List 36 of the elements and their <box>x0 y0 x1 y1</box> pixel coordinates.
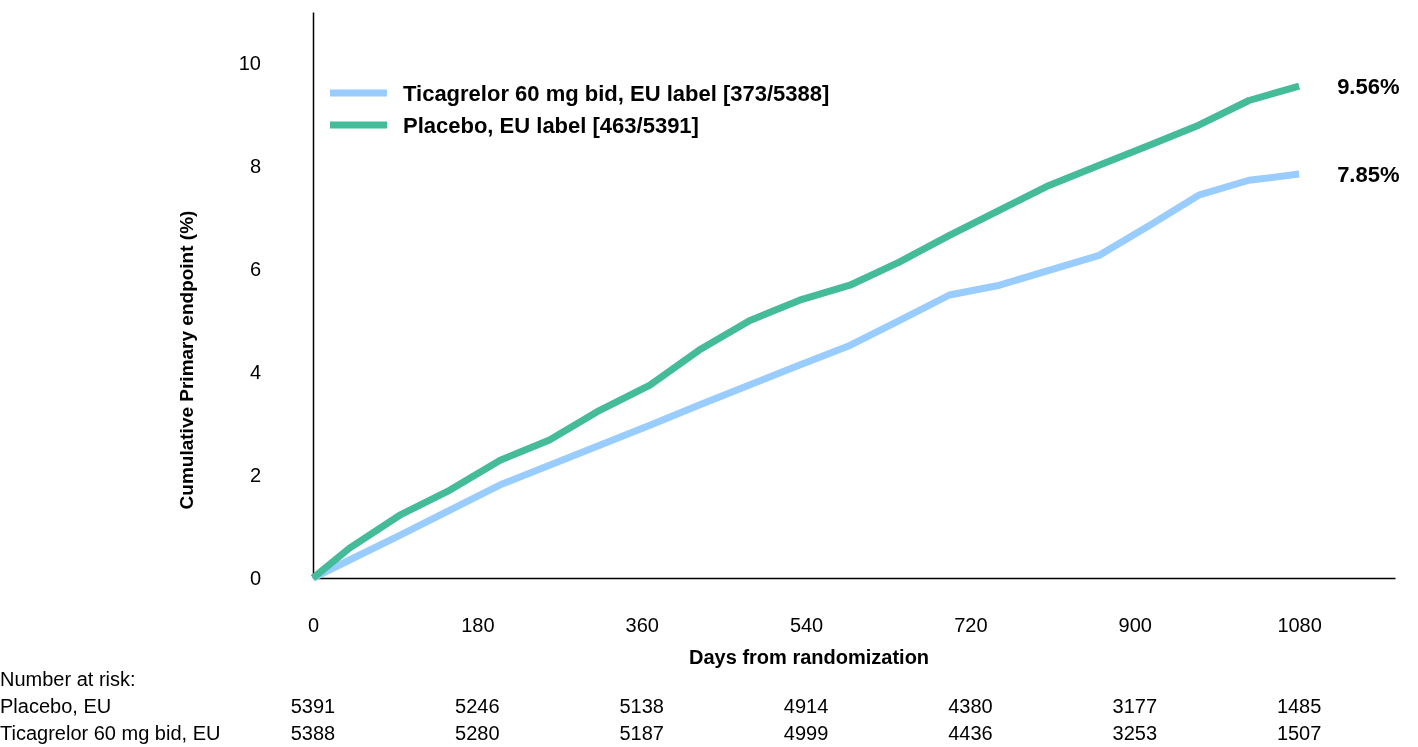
legend-label: Ticagrelor 60 mg bid, EU label [373/5388] <box>403 80 830 106</box>
text: 4436 <box>948 722 993 744</box>
text: 4914 <box>783 695 829 717</box>
x-tick-label: 1080 <box>1277 614 1322 637</box>
text: 5391 <box>290 695 336 717</box>
text: 5280 <box>455 722 500 744</box>
annotation: 7.85% <box>1337 161 1400 187</box>
text: 3253 <box>1112 722 1158 744</box>
text: Ticagrelor 60 mg bid, EU <box>0 722 221 744</box>
text: 5246 <box>455 695 500 717</box>
y-tick-label: 10 <box>238 52 261 75</box>
x-axis-title: Days from randomization <box>689 646 930 668</box>
text: Placebo, EU <box>0 695 112 717</box>
y-tick-label: 2 <box>249 463 261 486</box>
text: 5187 <box>619 722 664 744</box>
text: 5138 <box>619 695 664 717</box>
text: 5388 <box>290 722 336 744</box>
y-tick-label: 8 <box>249 155 261 178</box>
text: 4999 <box>783 722 829 744</box>
y-axis-title: Cumulative Primary endpoint (%) <box>176 210 197 510</box>
text: 1485 <box>1276 695 1322 717</box>
x-tick-label: 360 <box>625 614 659 637</box>
x-tick-label: 720 <box>954 614 988 637</box>
y-tick-label: 4 <box>249 361 261 384</box>
y-tick-label: 6 <box>249 258 261 281</box>
x-tick-label: 0 <box>307 614 320 637</box>
legend-label: Placebo, EU label [463/5391] <box>403 112 699 138</box>
x-tick-label: 900 <box>1118 614 1152 637</box>
text: 1507 <box>1276 722 1322 744</box>
annotation: 9.56% <box>1337 73 1400 99</box>
text: Number at risk: <box>0 668 136 690</box>
text: 3177 <box>1112 695 1158 717</box>
y-tick-label: 0 <box>249 566 261 589</box>
x-tick-label: 180 <box>461 614 495 637</box>
x-tick-label: 540 <box>789 614 824 637</box>
text: 4380 <box>948 695 993 717</box>
